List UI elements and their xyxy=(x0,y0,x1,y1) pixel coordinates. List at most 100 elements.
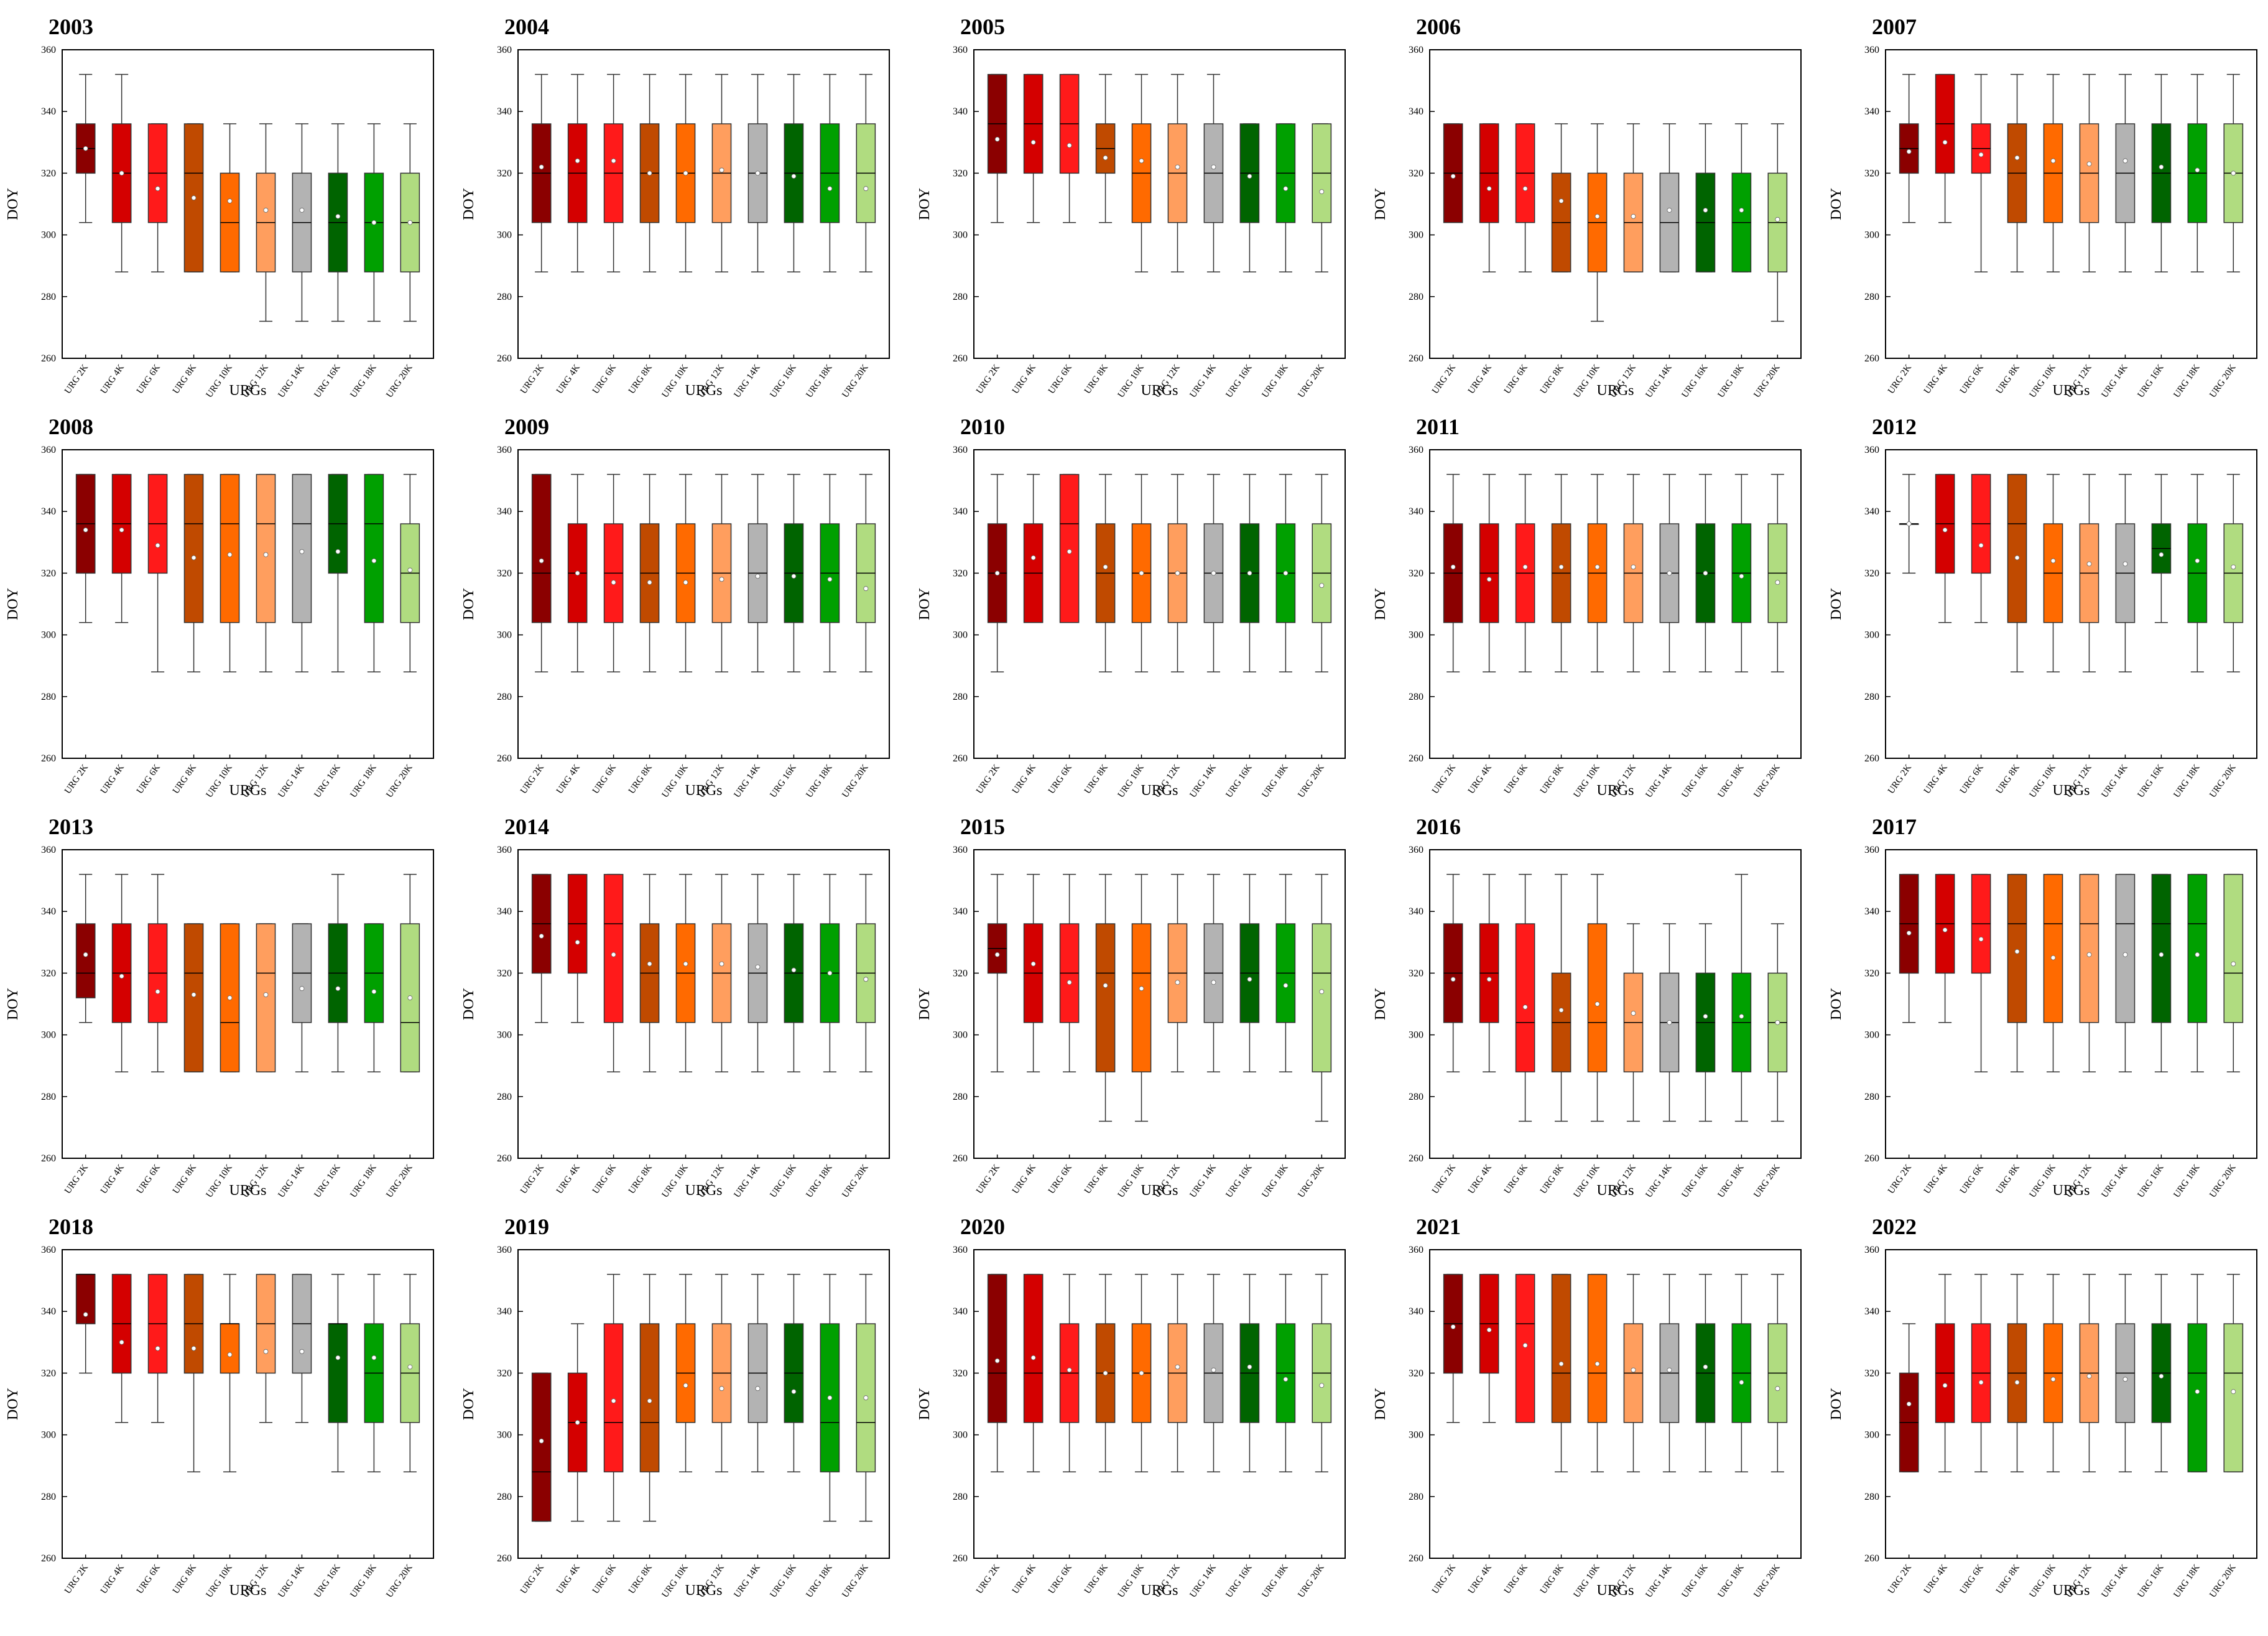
plot-frame-2009 xyxy=(517,449,890,759)
y-tick-label: 280 xyxy=(497,692,512,702)
x-tick-label: URG 6K xyxy=(591,1163,618,1196)
box-urg-6k xyxy=(603,873,624,1023)
y-tick-label: 360 xyxy=(953,45,968,55)
mean-marker xyxy=(2014,555,2020,560)
mean-marker xyxy=(1103,1370,1108,1376)
y-tick-label: 260 xyxy=(1864,353,1879,364)
y-tick-label: 340 xyxy=(1409,1306,1423,1317)
y-axis-title: DOY xyxy=(1828,188,1844,220)
mean-marker xyxy=(1486,186,1492,192)
mean-marker xyxy=(1247,1364,1252,1370)
x-tick-label: URG 2K xyxy=(63,363,90,396)
plot-frame-2012 xyxy=(1885,449,2257,759)
mean-marker xyxy=(994,136,1000,142)
x-tick-label: URG 14K xyxy=(732,1163,762,1199)
y-tick-label: 360 xyxy=(497,45,512,55)
mean-marker xyxy=(1978,936,1984,942)
y-tick-label: 320 xyxy=(953,968,968,978)
x-tick-label: URG 14K xyxy=(276,1163,306,1199)
y-axis-title: DOY xyxy=(1828,988,1844,1020)
x-tick-label: URG 20K xyxy=(1752,1163,1782,1199)
x-tick-label: URG 2K xyxy=(1886,763,1914,796)
mean-marker xyxy=(2050,1377,2056,1382)
y-tick-label: 360 xyxy=(41,445,56,455)
x-tick-label: URG 20K xyxy=(2208,1563,2238,1599)
mean-marker xyxy=(1522,564,1528,570)
mean-marker xyxy=(1067,1367,1072,1373)
x-tick-label: URG 14K xyxy=(732,763,762,799)
mean-marker xyxy=(119,528,124,532)
x-tick-label: URG 20K xyxy=(384,1163,414,1199)
y-axis-title: DOY xyxy=(917,188,933,220)
mean-marker xyxy=(2195,952,2200,957)
x-axis-title: URGs xyxy=(1141,1183,1178,1199)
plot-frame-2015 xyxy=(973,849,1346,1159)
mean-marker xyxy=(119,974,124,979)
mean-marker xyxy=(611,952,616,957)
x-tick-label: URG 14K xyxy=(2099,763,2129,799)
mean-marker xyxy=(1175,1364,1180,1370)
mean-marker xyxy=(2050,158,2056,164)
x-tick-label: URG 4K xyxy=(555,763,582,796)
mean-marker xyxy=(1522,1342,1528,1348)
box-urg-10k xyxy=(1131,923,1152,1072)
plot-frame-2013 xyxy=(62,849,434,1159)
y-tick-label: 320 xyxy=(1864,1368,1879,1378)
y-tick-label: 260 xyxy=(1864,753,1879,764)
x-tick-label: URG 18K xyxy=(1716,1563,1746,1599)
mean-marker xyxy=(227,995,233,1000)
y-tick-label: 340 xyxy=(953,1306,968,1317)
y-tick-label: 300 xyxy=(1409,230,1423,241)
mean-marker xyxy=(1703,208,1708,213)
mean-marker xyxy=(155,186,160,192)
y-tick-label: 260 xyxy=(953,353,968,364)
mean-marker xyxy=(1175,164,1180,170)
x-tick-label: URG 14K xyxy=(276,1563,306,1599)
mean-marker xyxy=(2014,949,2020,954)
mean-marker xyxy=(227,552,233,557)
plot-frame-2008 xyxy=(62,449,434,759)
box-urg-20k xyxy=(2223,873,2244,1023)
box-urg-20k xyxy=(1312,923,1332,1072)
y-tick-label: 300 xyxy=(1864,230,1879,241)
mean-marker xyxy=(611,580,616,585)
x-tick-label: URG 4K xyxy=(99,1563,126,1596)
x-axis-title: URGs xyxy=(2052,783,2090,799)
y-tick-label: 280 xyxy=(1864,692,1879,702)
x-tick-label: URG 14K xyxy=(1188,763,1218,799)
y-tick-label: 280 xyxy=(497,1492,512,1502)
panel-title-2007: 2007 xyxy=(1872,14,1917,39)
panel-title-2019: 2019 xyxy=(504,1214,549,1239)
x-tick-label: URG 4K xyxy=(1011,763,1038,796)
box-urg-18k xyxy=(2187,1323,2208,1472)
mean-marker xyxy=(1247,174,1252,179)
y-tick-label: 340 xyxy=(41,506,56,517)
mean-marker xyxy=(299,208,305,213)
box-urg-8k xyxy=(1551,1273,1571,1423)
x-tick-label: URG 20K xyxy=(384,763,414,799)
mean-marker xyxy=(119,1339,124,1345)
mean-marker xyxy=(791,1389,797,1395)
mean-marker xyxy=(1319,989,1325,995)
x-tick-label: URG 18K xyxy=(348,1563,378,1599)
y-tick-label: 320 xyxy=(41,968,56,978)
mean-marker xyxy=(994,952,1000,957)
mean-marker xyxy=(1522,186,1528,192)
mean-marker xyxy=(407,995,413,1000)
x-axis-title: URGs xyxy=(1596,383,1634,399)
y-tick-label: 300 xyxy=(497,1030,512,1041)
mean-marker xyxy=(1283,983,1289,988)
x-tick-label: URG 18K xyxy=(1260,1563,1290,1599)
mean-marker xyxy=(1978,1380,1984,1385)
mean-marker xyxy=(863,1395,869,1400)
y-tick-label: 340 xyxy=(1864,106,1879,117)
x-tick-label: URG 2K xyxy=(1430,363,1458,396)
x-tick-label: URG 20K xyxy=(1752,363,1782,399)
x-tick-label: URG 6K xyxy=(1047,363,1074,396)
x-tick-label: URG 4K xyxy=(1922,763,1950,796)
y-tick-label: 260 xyxy=(497,1553,512,1564)
panel-title-2020: 2020 xyxy=(960,1214,1005,1239)
mean-marker xyxy=(719,167,724,173)
x-tick-label: URG 2K xyxy=(519,763,546,796)
